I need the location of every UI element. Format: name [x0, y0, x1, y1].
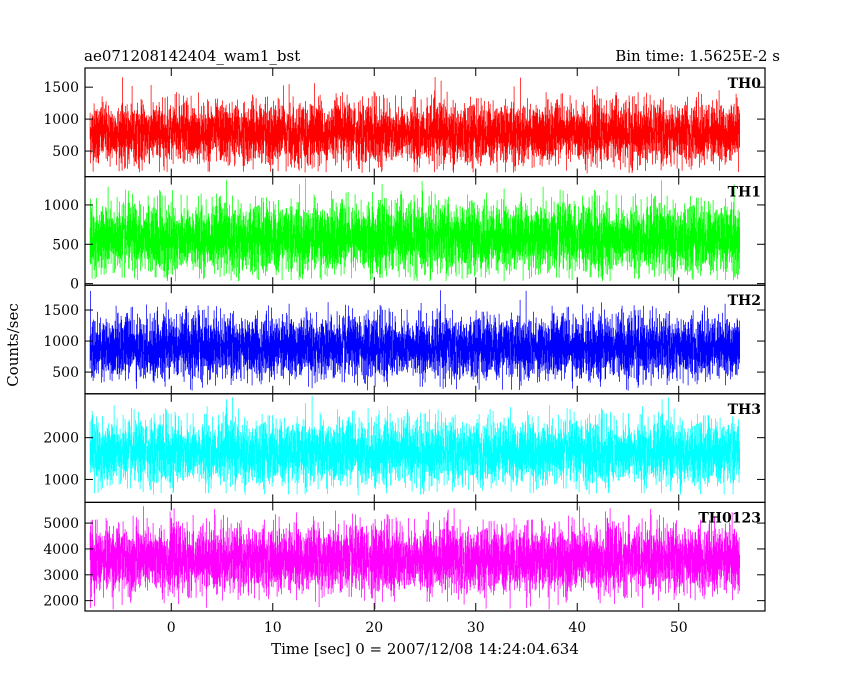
series-label-th2: TH2	[728, 293, 761, 309]
series-line-th2	[89, 290, 740, 391]
y-tick-label: 500	[52, 144, 79, 160]
panel-th0123: 2000 3000 4000 5000 TH0123	[43, 501, 766, 612]
panel-frame	[84, 501, 766, 612]
y-tick-label: 5000	[43, 516, 79, 532]
x-axis-title: Time [sec] 0 = 2007/12/08 14:24:04.634	[271, 640, 579, 658]
series-line-th0123	[89, 506, 740, 610]
y-tick-label: 1000	[43, 472, 79, 488]
y-tick-label: 1000	[43, 112, 79, 128]
y-tick-label: 2000	[43, 431, 79, 447]
series-label-th1: TH1	[728, 185, 761, 201]
y-tick-label: 1500	[43, 303, 79, 319]
y-tick-label: 500	[52, 237, 79, 253]
series-line-th1	[89, 178, 740, 282]
series-line-th3	[89, 395, 740, 496]
panel-th2: 500 1000 1500 TH2	[43, 284, 766, 395]
series-line-th0	[89, 77, 740, 174]
y-tick-label: 2000	[43, 594, 79, 610]
y-axis-title: Counts/sec	[4, 303, 22, 387]
panel-th3: 1000 2000 TH3	[43, 393, 766, 503]
y-tick-label: 3000	[43, 568, 79, 584]
x-tick-label: 0	[167, 620, 176, 636]
series-label-th0123: TH0123	[698, 510, 761, 526]
y-tick-label: 0	[70, 277, 79, 293]
y-tick-label: 4000	[43, 542, 79, 558]
y-tick-label: 1000	[43, 334, 79, 350]
x-tick-label: 10	[264, 620, 282, 636]
series-label-th0: TH0	[728, 76, 762, 92]
x-tick-label: 30	[467, 620, 485, 636]
x-axis: 0 10 20 30 40 50	[167, 620, 688, 636]
y-tick-label: 500	[52, 365, 79, 381]
series-label-th3: TH3	[728, 402, 761, 418]
panels-group: 500 1000 1500 TH0 0 500 1000 TH1 500 1000 1500 TH2 1…	[43, 67, 766, 612]
x-tick-label: 20	[365, 620, 383, 636]
panel-th1: 0 500 1000 TH1	[43, 176, 766, 293]
panel-th0: 500 1000 1500 TH0	[43, 67, 766, 178]
x-tick-label: 50	[670, 620, 688, 636]
x-tick-label: 40	[568, 620, 586, 636]
y-tick-label: 1500	[43, 80, 79, 96]
chart-title: ae071208142404_wam1_bst	[84, 47, 300, 65]
y-tick-label: 1000	[43, 198, 79, 214]
bin-time-label: Bin time: 1.5625E-2 s	[615, 47, 780, 65]
